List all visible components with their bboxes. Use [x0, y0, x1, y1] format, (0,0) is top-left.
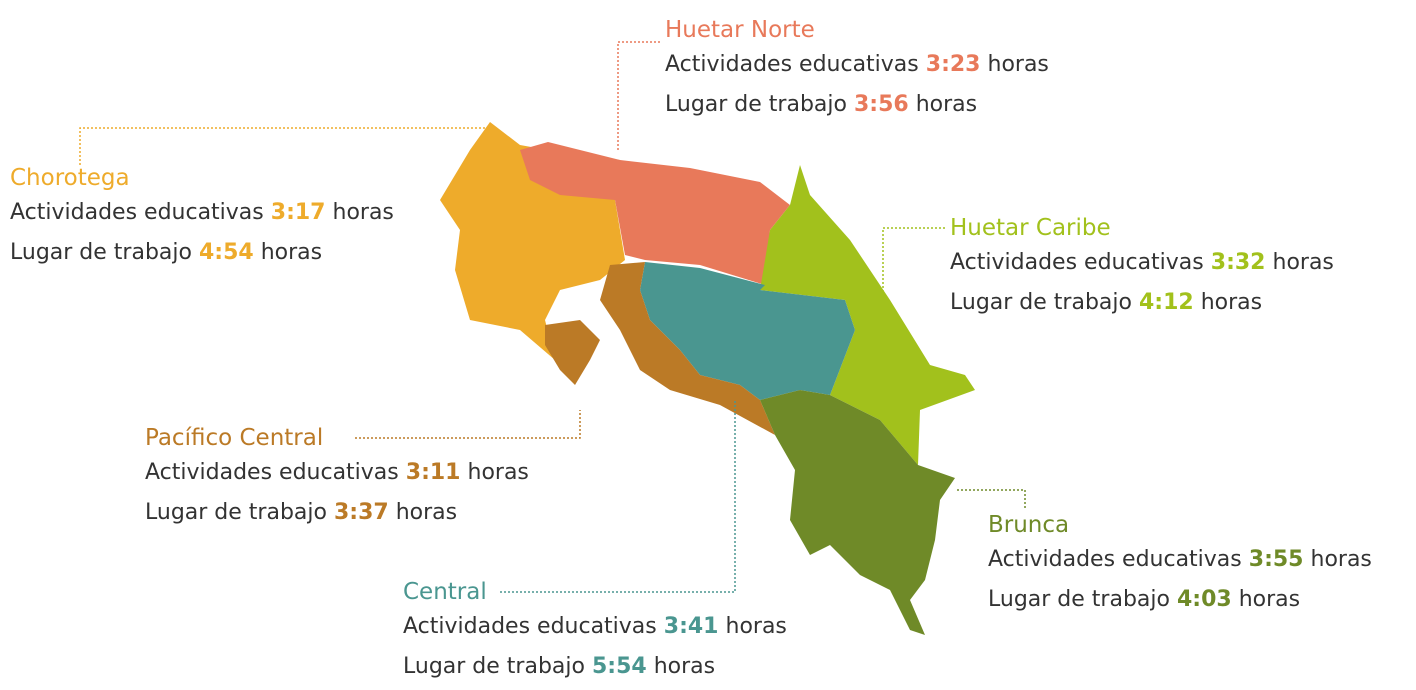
- connector: [500, 400, 736, 593]
- region-name: Huetar Norte: [665, 17, 815, 43]
- region-shape: [760, 165, 975, 465]
- stat-unit: horas: [332, 200, 394, 225]
- stat-label: Actividades educativas: [665, 52, 919, 77]
- stat-unit: horas: [915, 92, 978, 117]
- stat-value: 4:03: [1176, 587, 1232, 612]
- region-name: Chorotega: [10, 165, 130, 191]
- stat-unit: horas: [987, 52, 1049, 77]
- region-label: Huetar Caribe Actividades educativas 3:32…: [950, 213, 1334, 323]
- stat-label: Lugar de trabajo: [988, 587, 1170, 612]
- stat-value: 3:41: [663, 614, 719, 639]
- stat-label: Lugar de trabajo: [403, 654, 585, 679]
- stat-label: Lugar de trabajo: [950, 290, 1132, 315]
- region-label: Pacífico Central Actividades educativas 3…: [145, 423, 529, 533]
- region-name: Huetar Caribe: [950, 215, 1111, 241]
- stat-label: Actividades educativas: [988, 547, 1242, 572]
- stat-line: Actividades educativas 3:32 horas: [950, 243, 1334, 283]
- stat-value: 3:32: [1210, 250, 1266, 275]
- region-name: Pacífico Central: [145, 425, 324, 451]
- stat-value: 4:54: [198, 240, 254, 265]
- region-label: Chorotega Actividades educativas 3:17 hor…: [10, 163, 394, 273]
- stat-line: Lugar de trabajo 4:54 horas: [10, 233, 394, 273]
- stat-value: 3:56: [853, 92, 909, 117]
- region-name: Central: [403, 579, 487, 605]
- stat-line: Lugar de trabajo 4:03 horas: [988, 580, 1372, 620]
- connector: [355, 410, 581, 439]
- stat-label: Actividades educativas: [950, 250, 1204, 275]
- connector: [882, 227, 945, 300]
- connector: [617, 41, 660, 150]
- region-label: Brunca Actividades educativas 3:55 horas L…: [988, 510, 1372, 620]
- connector: [79, 127, 490, 165]
- stat-line: Actividades educativas 3:17 horas: [10, 193, 394, 233]
- region-shape: [760, 390, 955, 635]
- stat-label: Actividades educativas: [145, 460, 399, 485]
- stat-unit: horas: [395, 500, 458, 525]
- stat-unit: horas: [1310, 547, 1372, 572]
- stat-label: Actividades educativas: [10, 200, 264, 225]
- stat-label: Lugar de trabajo: [665, 92, 847, 117]
- stat-line: Actividades educativas 3:41 horas: [403, 607, 787, 647]
- stat-unit: horas: [467, 460, 529, 485]
- region-shape: [640, 262, 855, 400]
- stat-label: Lugar de trabajo: [10, 240, 192, 265]
- region-name: Brunca: [988, 512, 1070, 538]
- connector: [955, 489, 1026, 508]
- region-label: Huetar Norte Actividades educativas 3:23 …: [665, 15, 1049, 125]
- stat-value: 5:54: [591, 654, 647, 679]
- stat-line: Actividades educativas 3:11 horas: [145, 453, 529, 493]
- stat-line: Actividades educativas 3:55 horas: [988, 540, 1372, 580]
- stat-line: Lugar de trabajo 5:54 horas: [403, 647, 787, 687]
- stat-value: 3:55: [1248, 547, 1304, 572]
- stat-line: Lugar de trabajo 3:37 horas: [145, 493, 529, 533]
- stat-value: 3:23: [925, 52, 981, 77]
- stat-value: 3:37: [333, 500, 389, 525]
- region-label: Central Actividades educativas 3:41 horas…: [403, 577, 787, 687]
- stat-unit: horas: [1200, 290, 1263, 315]
- stat-label: Lugar de trabajo: [145, 500, 327, 525]
- stat-value: 3:11: [405, 460, 461, 485]
- stat-value: 3:17: [270, 200, 326, 225]
- stat-unit: horas: [1238, 587, 1301, 612]
- stat-unit: horas: [1272, 250, 1334, 275]
- region-shape: [520, 142, 790, 285]
- stat-unit: horas: [260, 240, 323, 265]
- stat-value: 4:12: [1138, 290, 1194, 315]
- stat-line: Lugar de trabajo 4:12 horas: [950, 283, 1334, 323]
- stat-line: Lugar de trabajo 3:56 horas: [665, 85, 1049, 125]
- stat-label: Actividades educativas: [403, 614, 657, 639]
- stat-unit: horas: [653, 654, 716, 679]
- stat-line: Actividades educativas 3:23 horas: [665, 45, 1049, 85]
- stat-unit: horas: [725, 614, 787, 639]
- region-shape: [545, 262, 775, 435]
